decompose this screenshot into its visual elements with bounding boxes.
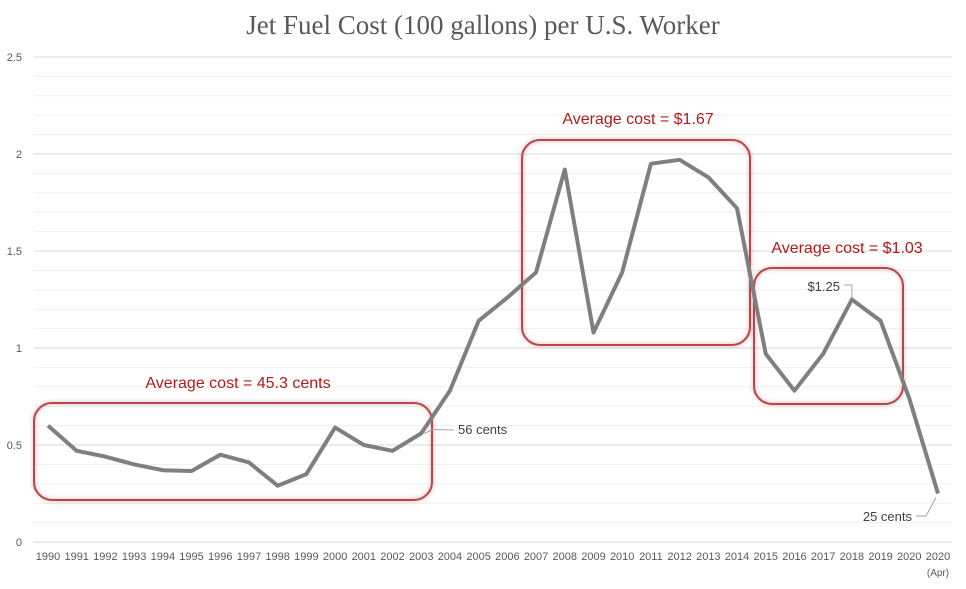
x-tick-label: 2020 [897,551,921,563]
x-tick-label: 2003 [409,551,433,563]
data-label: 56 cents [458,422,508,437]
x-tick-label: 2017 [811,551,835,563]
x-tick-label: 1996 [208,551,232,563]
x-tick-label: 1997 [237,551,261,563]
x-tick-label: 2015 [753,551,777,563]
x-tick-label: 2008 [553,551,577,563]
x-tick-label: 2004 [438,551,462,563]
x-tick-label: 2005 [466,551,490,563]
x-tick-label: 2014 [725,551,749,563]
leader-line [424,428,455,434]
x-tick-label: 2006 [495,551,519,563]
x-tick-label: 2020 [926,551,950,563]
average-cost-annotation: Average cost = $1.67 [562,111,713,128]
y-tick-label: 0 [16,537,22,549]
average-cost-annotation: Average cost = 45.3 cents [145,375,330,392]
x-tick-label: 2002 [380,551,404,563]
x-tick-label: 2019 [868,551,892,563]
x-tick-label: 1995 [179,551,203,563]
data-label: $1.25 [807,279,840,294]
series-line [46,157,940,495]
x-tick-label: 1993 [122,551,146,563]
x-tick-label: 2007 [524,551,548,563]
x-tick-label: 2009 [581,551,605,563]
x-tick-label: 2001 [352,551,376,563]
x-tick-label: 2012 [667,551,691,563]
y-tick-label: 0.5 [7,440,22,452]
highlight-box [753,267,904,405]
x-tick-label: 2016 [782,551,806,563]
x-tick-label: 2013 [696,551,720,563]
x-tick-label: 1999 [294,551,318,563]
x-tick-label: 1991 [64,551,88,563]
y-tick-label: 1.5 [7,246,22,258]
y-tick-label: 1 [16,343,22,355]
average-cost-annotation: Average cost = $1.03 [771,240,922,257]
leader-line [916,497,937,517]
highlight-box [521,139,751,346]
x-tick-label: 1990 [36,551,60,563]
x-tick-label: 2018 [840,551,864,563]
x-tick-label: 2000 [323,551,347,563]
chart-title: Jet Fuel Cost (100 gallons) per U.S. Wor… [246,10,720,40]
leader-line [844,284,853,298]
x-tick-label-sub: (Apr) [927,568,949,579]
x-tick-label: 2010 [610,551,634,563]
x-tick-label: 1992 [93,551,117,563]
data-label: 25 cents [863,509,913,524]
highlight-box [33,402,433,501]
x-tick-label: 2011 [639,551,663,563]
x-tick-label: 1994 [151,551,175,563]
x-tick-label: 1998 [265,551,289,563]
y-tick-label: 2 [16,149,22,161]
y-tick-label: 2.5 [7,52,22,64]
